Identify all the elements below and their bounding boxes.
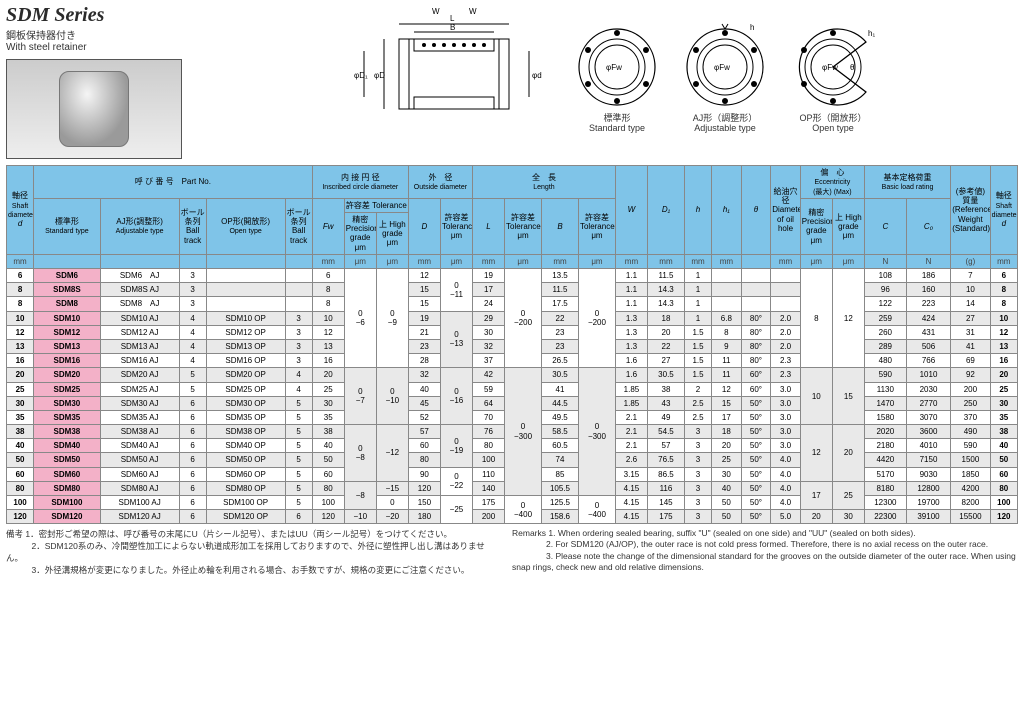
hdr-D1: D₁ <box>647 166 684 255</box>
diagrams: φD φd L B W W φD₁ φFw 標準形Standard type φF… <box>354 4 878 134</box>
diag-std-jp: 標準形 <box>603 113 630 123</box>
diag-aj-jp: AJ形（調整形） <box>693 113 758 123</box>
hdr-outside: 外 径Outside diameter <box>408 166 472 199</box>
hdr-tol-high: 上 High grade μm <box>376 213 408 255</box>
subtitle-jp: 鋼板保持器付き <box>6 27 182 42</box>
svg-text:φFw: φFw <box>606 63 622 72</box>
hdr-h: h <box>684 166 711 255</box>
hdr-tol-prec: 精密 Precision grade μm <box>344 213 376 255</box>
diag-std-en: Standard type <box>589 123 645 133</box>
title-block: SDM Series 鋼板保持器付き With steel retainer <box>6 4 182 159</box>
hdr-B-tol: 許容差 Tolerance μm <box>578 198 615 254</box>
spec-table: 軸径Shaft diameterd 呼 び 番 号 Part No. 内 接 円… <box>6 165 1018 524</box>
diagram-standard: φFw 標準形Standard type <box>572 22 662 134</box>
hdr-ball1: ボール条列Ball track <box>179 198 206 254</box>
hdr-L: L <box>472 198 504 254</box>
hdr-shaft-d2: 軸径Shaft diameterd <box>990 166 1017 255</box>
hdr-weight: (参考値) 質量(Reference) Weight (Standard) <box>951 166 990 255</box>
hdr-ball2: ボール条列Ball track <box>285 198 312 254</box>
hdr-shaft-d: 軸径Shaft diameterd <box>7 166 34 255</box>
table-body: 6SDM6SDM6 AJ360−60−9120−11190−20013.50−2… <box>7 269 1018 524</box>
svg-text:h: h <box>750 23 754 32</box>
hdr-Fw: Fw <box>312 198 344 254</box>
svg-text:φFw: φFw <box>714 63 730 72</box>
series-title: SDM Series <box>6 4 182 27</box>
product-photo <box>6 59 182 159</box>
notes-jp: 備考 1．密封形ご希望の際は、呼び番号の末尾にU（片シール記号）、またはUU（両… <box>6 528 492 576</box>
svg-text:φD: φD <box>374 71 385 80</box>
svg-text:φd: φd <box>532 71 542 80</box>
hdr-L-tol: 許容差 Tolerance μm <box>505 198 542 254</box>
svg-text:φFw: φFw <box>822 63 838 72</box>
hdr-load: 基本定格荷重Basic load rating <box>864 166 950 199</box>
svg-text:θ: θ <box>850 63 855 72</box>
section-drawing: φD φd L B W W φD₁ <box>354 4 554 134</box>
svg-text:W: W <box>469 7 477 16</box>
hdr-partno: 呼 び 番 号 Part No. <box>34 166 313 199</box>
subtitle-en: With steel retainer <box>6 42 182 53</box>
hdr-ecc: 偏 心Eccentricity(最大) (Max) <box>800 166 864 199</box>
svg-text:W: W <box>432 7 440 16</box>
hdr-length: 全 長Length <box>472 166 615 199</box>
hdr-Fw-tol: 許容差 Tolerance <box>344 198 408 212</box>
table-head: 軸径Shaft diameterd 呼 び 番 号 Part No. 内 接 円… <box>7 166 1018 269</box>
hdr-aj: AJ形(調整形)Adjustable type <box>100 198 179 254</box>
hdr-C: C <box>864 198 906 254</box>
diagram-section: φD φd L B W W φD₁ <box>354 4 554 134</box>
diag-aj-en: Adjustable type <box>694 123 756 133</box>
hdr-C0: C₀ <box>906 198 950 254</box>
hdr-ecc-prec: 精密 Precision grade μm <box>800 198 832 254</box>
hdr-op: OP形(開放形)Open type <box>206 198 285 254</box>
hdr-inscribed: 内 接 円 径Inscribed circle diameter <box>312 166 408 199</box>
notes: 備考 1．密封形ご希望の際は、呼び番号の末尾にU（片シール記号）、またはUU（両… <box>6 528 1018 576</box>
hdr-D: D <box>408 198 440 254</box>
hdr-oilhole: 給油穴径Diameter of oil hole <box>771 166 801 255</box>
diagram-op: φFw h₁ θ OP形（開放形）Open type <box>788 22 878 134</box>
table-row: 100SDM100SDM100 AJ6SDM100 OP51000150−251… <box>7 496 1018 510</box>
hdr-h1: h₁ <box>712 166 742 255</box>
hdr-W: W <box>615 166 647 255</box>
hdr-std: 標準形Standard type <box>34 198 101 254</box>
diagram-aj: φFw h AJ形（調整形）Adjustable type <box>680 22 770 134</box>
hdr-theta: θ <box>741 166 771 255</box>
svg-text:L: L <box>450 14 455 23</box>
hdr-D-tol: 許容差 Tolerance μm <box>440 198 472 254</box>
svg-text:φD₁: φD₁ <box>354 71 368 80</box>
svg-text:h₁: h₁ <box>868 29 875 38</box>
hdr-B: B <box>542 198 579 254</box>
table-row: 6SDM6SDM6 AJ360−60−9120−11190−20013.50−2… <box>7 269 1018 283</box>
svg-text:B: B <box>450 23 455 32</box>
diag-op-jp: OP形（開放形） <box>799 113 866 123</box>
hdr-ecc-high: 上 High grade μm <box>832 198 864 254</box>
header: SDM Series 鋼板保持器付き With steel retainer φ… <box>6 4 1018 159</box>
diag-op-en: Open type <box>812 123 854 133</box>
table-row: 20SDM20SDM20 AJ5SDM20 OP4200−70−10320−16… <box>7 368 1018 382</box>
notes-en: Remarks 1. When ordering sealed bearing,… <box>512 528 1018 576</box>
